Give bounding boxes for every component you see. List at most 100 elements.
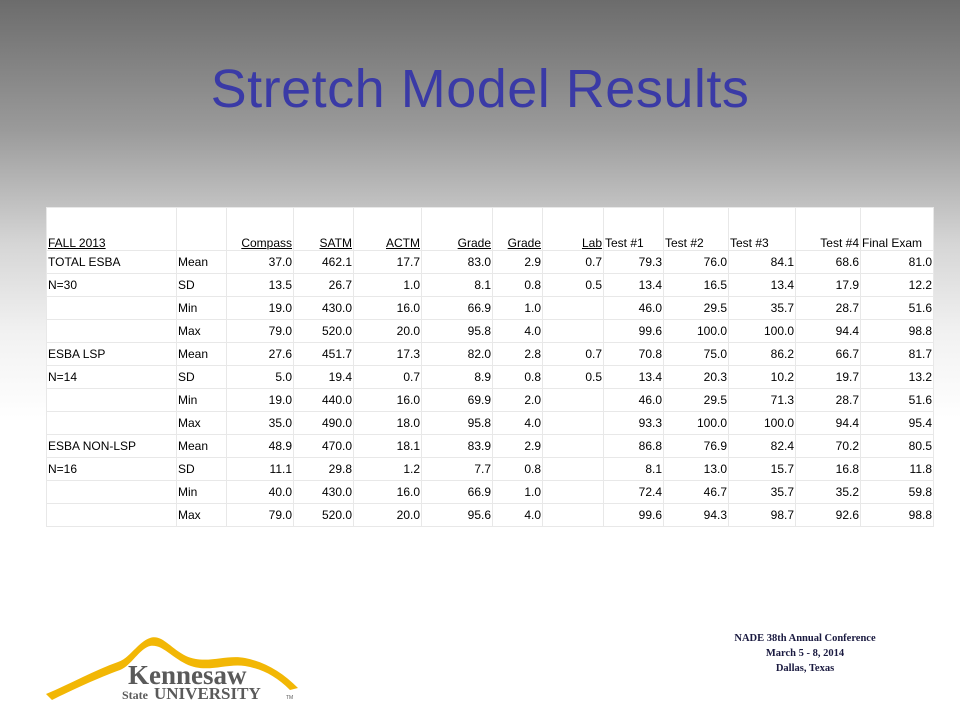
- row-stat-label: SD: [176, 457, 227, 481]
- table-cell: 76.9: [663, 434, 729, 458]
- table-cell: 81.0: [860, 250, 934, 274]
- logo-state-text: State: [122, 688, 149, 702]
- results-table: FALL 2013 Compass SATM ACTM Grade Grade …: [46, 207, 934, 527]
- row-group-label: [46, 296, 177, 320]
- table-cell: 520.0: [293, 319, 354, 343]
- header-test-4: Test #4: [795, 207, 861, 251]
- table-cell: 100.0: [728, 319, 796, 343]
- table-cell: 92.6: [795, 503, 861, 527]
- table-cell: 11.8: [860, 457, 934, 481]
- table-cell: 1.0: [492, 296, 543, 320]
- table-cell: 20.0: [353, 503, 422, 527]
- row-group-label: ESBA NON-LSP: [46, 434, 177, 458]
- table-cell: 19.7: [795, 365, 861, 389]
- conference-dates: March 5 - 8, 2014: [765, 648, 845, 659]
- table-cell: 83.9: [421, 434, 493, 458]
- table-header-row: FALL 2013 Compass SATM ACTM Grade Grade …: [46, 207, 934, 251]
- table-cell: 98.7: [728, 503, 796, 527]
- table-cell: [542, 388, 604, 412]
- table-cell: 16.0: [353, 480, 422, 504]
- table-cell: 10.2: [728, 365, 796, 389]
- table-cell: 20.0: [353, 319, 422, 343]
- table-cell: 100.0: [663, 319, 729, 343]
- header-test-1: Test #1: [603, 207, 664, 251]
- table-cell: 46.0: [603, 388, 664, 412]
- table-cell: 520.0: [293, 503, 354, 527]
- table-cell: 16.8: [795, 457, 861, 481]
- table-row: Min 40.0 430.0 16.0 66.9 1.0 72.4 46.7 35.7 35.2 5…: [46, 480, 934, 504]
- conference-info: NADE 38th Annual Conference March 5 - 8,…: [700, 631, 910, 676]
- table-cell: 35.7: [728, 480, 796, 504]
- table-cell: 2.9: [492, 250, 543, 274]
- header-fall-2013: FALL 2013: [46, 207, 177, 251]
- table-cell: 66.9: [421, 480, 493, 504]
- table-cell: 1.2: [353, 457, 422, 481]
- table-cell: 35.7: [728, 296, 796, 320]
- table-cell: 48.9: [226, 434, 294, 458]
- table-cell: [542, 296, 604, 320]
- row-stat-label: Mean: [176, 434, 227, 458]
- row-group-label: [46, 480, 177, 504]
- table-cell: 0.7: [542, 342, 604, 366]
- table-cell: 13.4: [603, 365, 664, 389]
- table-cell: 72.4: [603, 480, 664, 504]
- table-cell: 17.7: [353, 250, 422, 274]
- conference-location: Dallas, Texas: [775, 663, 835, 674]
- row-stat-label: Mean: [176, 250, 227, 274]
- header-grade-2: Grade: [492, 207, 543, 251]
- table-cell: 79.0: [226, 319, 294, 343]
- table-cell: 0.8: [492, 273, 543, 297]
- table-cell: 13.5: [226, 273, 294, 297]
- table-cell: 13.4: [603, 273, 664, 297]
- table-cell: [542, 434, 604, 458]
- table-cell: 16.5: [663, 273, 729, 297]
- table-cell: 35.0: [226, 411, 294, 435]
- table-cell: 13.2: [860, 365, 934, 389]
- table-row: Max 79.0 520.0 20.0 95.8 4.0 99.6 100.0 100.0 94.…: [46, 319, 934, 343]
- row-group-label: TOTAL ESBA: [46, 250, 177, 274]
- table-cell: 17.9: [795, 273, 861, 297]
- table-cell: [542, 411, 604, 435]
- table-cell: 4.0: [492, 319, 543, 343]
- table-cell: 8.1: [421, 273, 493, 297]
- table-cell: 66.9: [421, 296, 493, 320]
- table-cell: 70.2: [795, 434, 861, 458]
- table-row: ESBA NON-LSP Mean 48.9 470.0 18.1 83.9 2.9 86.8…: [46, 434, 934, 458]
- row-stat-label: Max: [176, 411, 227, 435]
- table-cell: 0.5: [542, 273, 604, 297]
- table-cell: 59.8: [860, 480, 934, 504]
- table-cell: 16.0: [353, 296, 422, 320]
- header-final-exam: Final Exam: [860, 207, 934, 251]
- row-group-label: N=14: [46, 365, 177, 389]
- table-cell: 99.6: [603, 503, 664, 527]
- table-cell: 100.0: [728, 411, 796, 435]
- kennesaw-state-university-logo: Kennesaw State UNIVERSITY TM: [46, 637, 298, 703]
- table-cell: 5.0: [226, 365, 294, 389]
- table-cell: 95.8: [421, 319, 493, 343]
- header-compass: Compass: [226, 207, 294, 251]
- table-cell: 76.0: [663, 250, 729, 274]
- table-cell: 451.7: [293, 342, 354, 366]
- header-stat: [176, 207, 227, 251]
- table-cell: 69.9: [421, 388, 493, 412]
- table-cell: 83.0: [421, 250, 493, 274]
- table-cell: 440.0: [293, 388, 354, 412]
- table-cell: 2.9: [492, 434, 543, 458]
- table-cell: 82.0: [421, 342, 493, 366]
- row-stat-label: SD: [176, 365, 227, 389]
- table-cell: 35.2: [795, 480, 861, 504]
- table-cell: 66.7: [795, 342, 861, 366]
- table-cell: 86.8: [603, 434, 664, 458]
- header-test-2: Test #2: [663, 207, 729, 251]
- table-cell: 12.2: [860, 273, 934, 297]
- logo-kennesaw-text: Kennesaw: [128, 660, 247, 690]
- table-cell: 26.7: [293, 273, 354, 297]
- row-stat-label: SD: [176, 273, 227, 297]
- table-cell: 19.4: [293, 365, 354, 389]
- table-cell: 8.9: [421, 365, 493, 389]
- row-group-label: N=30: [46, 273, 177, 297]
- logo-university-text: UNIVERSITY: [154, 684, 261, 703]
- header-lab: Lab: [542, 207, 604, 251]
- table-row: Min 19.0 440.0 16.0 69.9 2.0 46.0 29.5 71.3 28.7 5…: [46, 388, 934, 412]
- table-cell: 71.3: [728, 388, 796, 412]
